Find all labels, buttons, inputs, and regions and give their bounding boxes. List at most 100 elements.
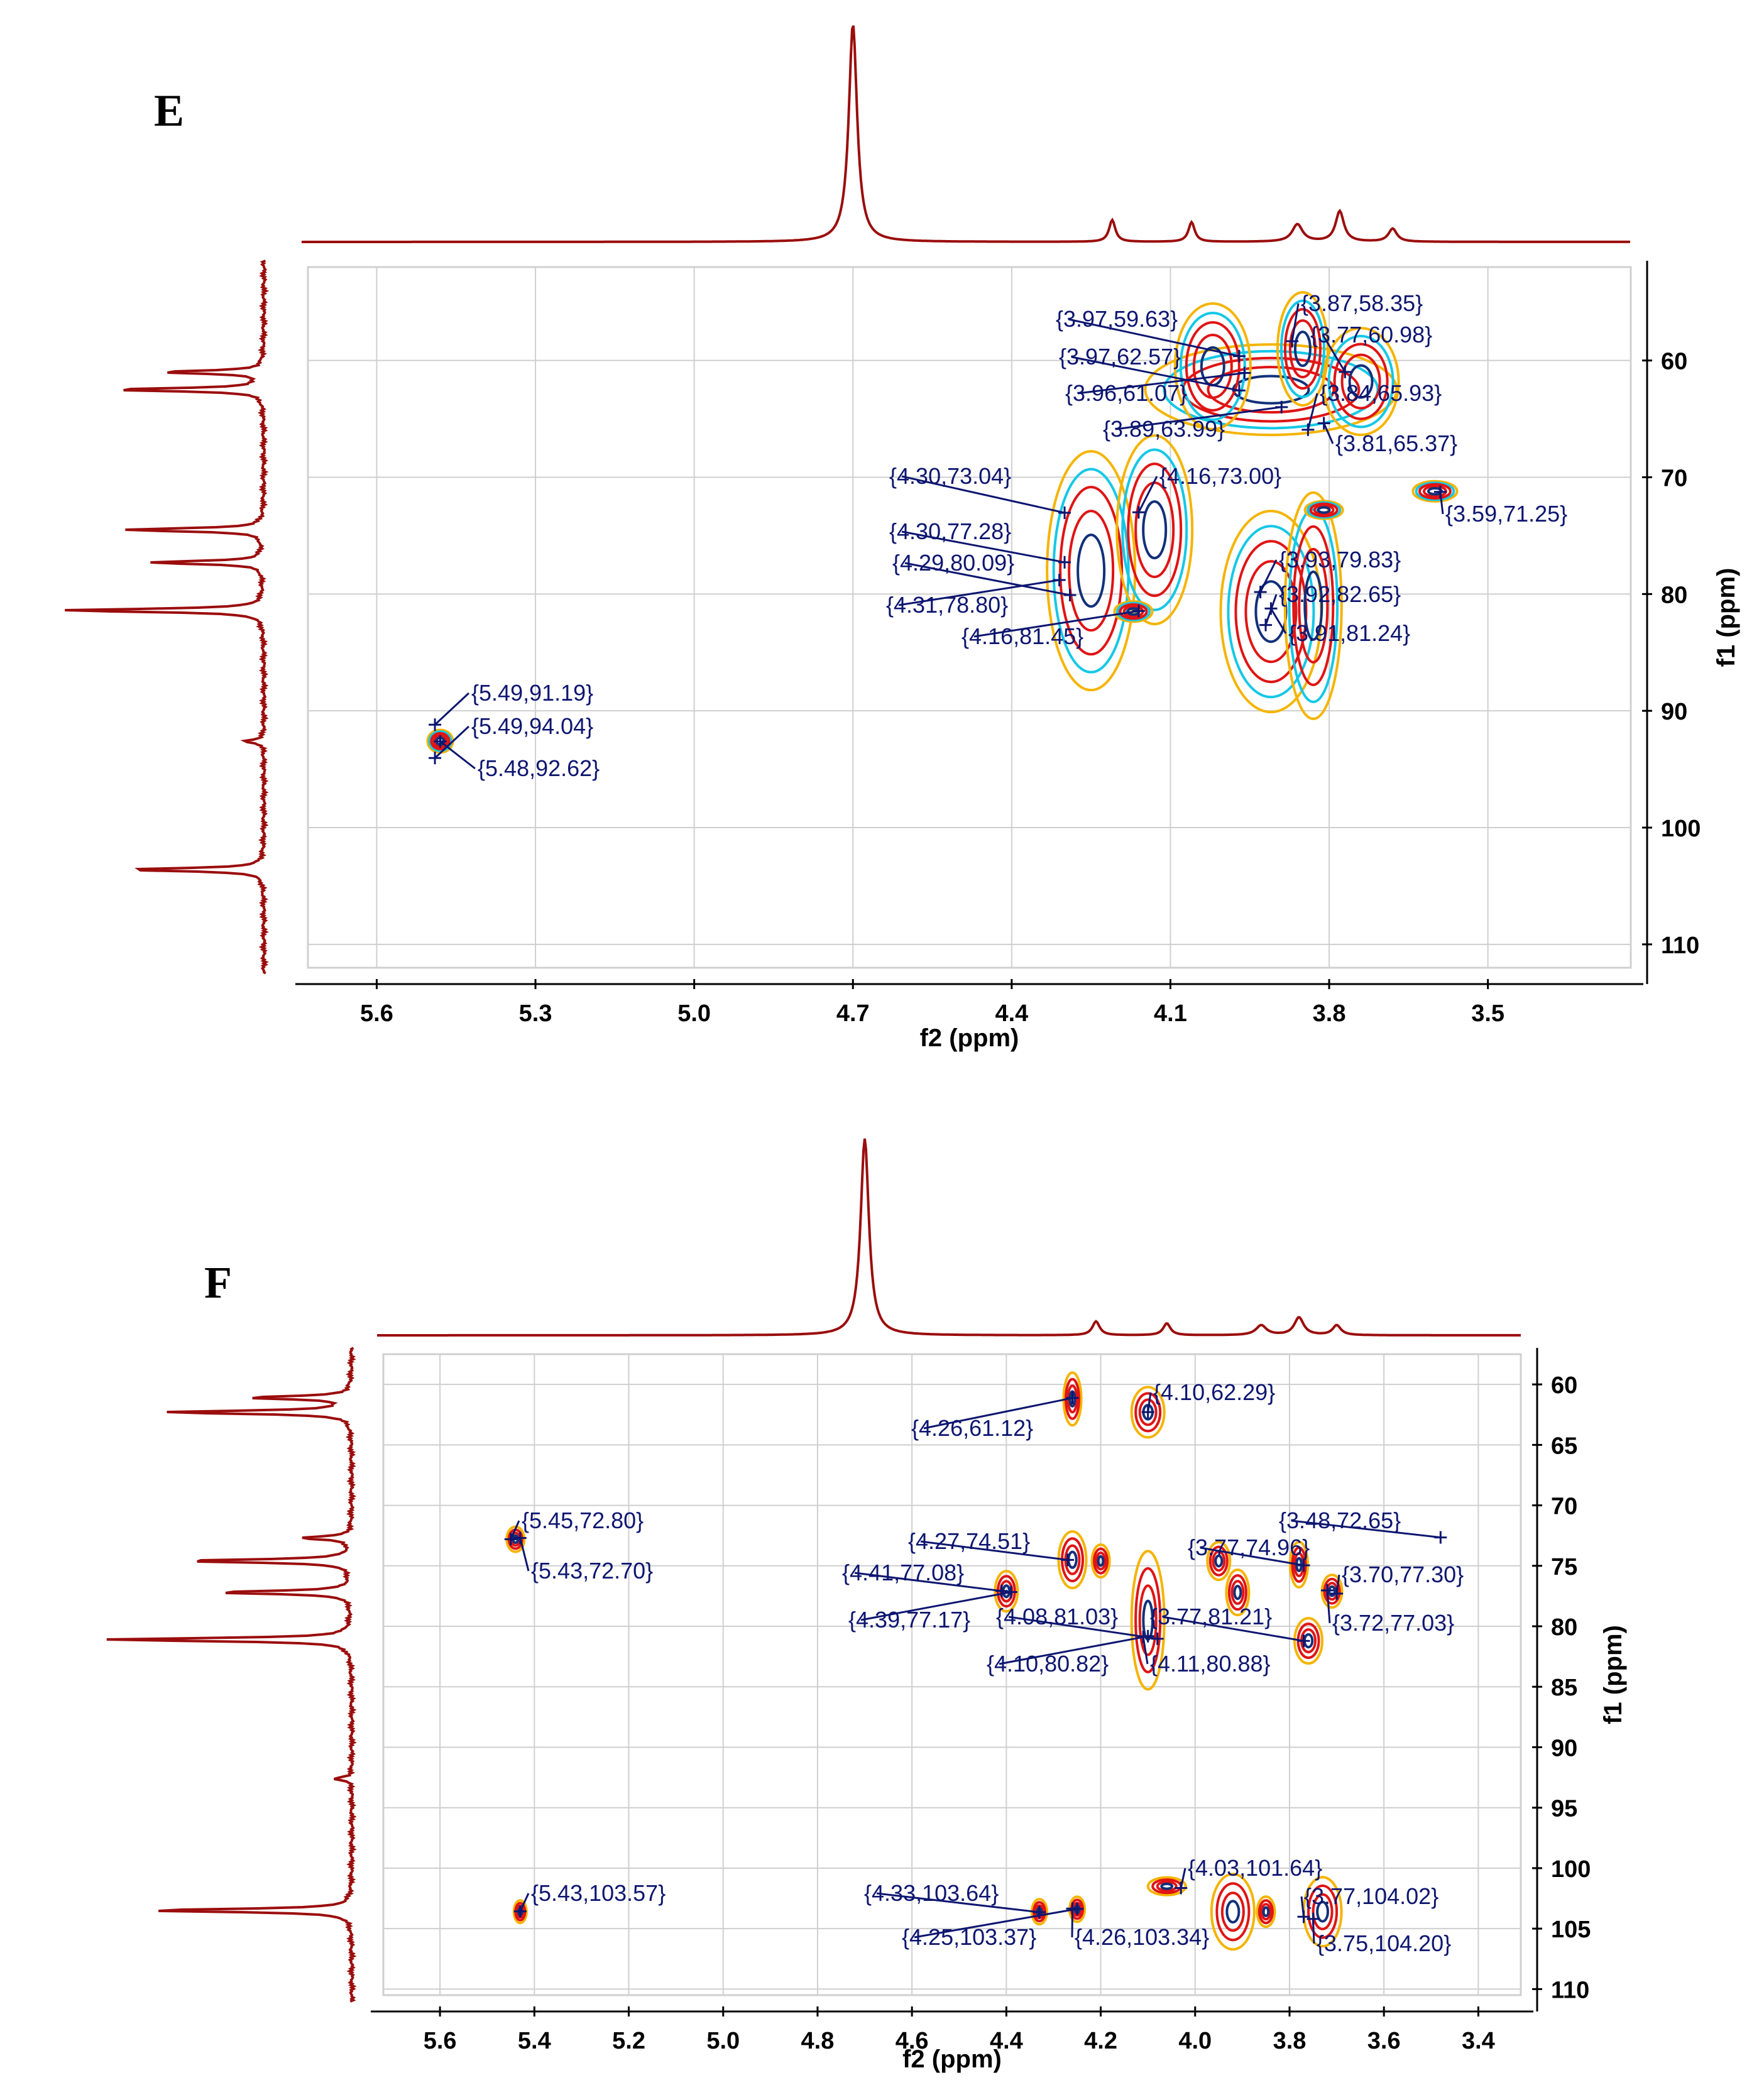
contour-ring (1179, 311, 1246, 421)
peak: {4.39,77.17} (848, 1585, 1017, 1633)
peak: {5.48,92.62} (434, 735, 600, 781)
peak: {5.49,94.04} (429, 713, 593, 765)
peak: {3.59,71.25} (1433, 485, 1567, 527)
peak-leader-line (519, 1538, 530, 1572)
peak: {4.03,101.64} (1175, 1855, 1322, 1895)
contour-ring (1160, 1882, 1174, 1890)
contour-ring (1225, 1568, 1251, 1617)
panel-f: F 5.6 5.4 5.2 5.0 4.8 4.6 4.4 4.2 4.0 3.8 3.6 3.4 60 6… (106, 1138, 1627, 2073)
x-tick-label: 3.4 (1462, 2028, 1495, 2054)
contour-ring (1340, 353, 1381, 410)
x-tick-label: 5.2 (612, 2028, 645, 2054)
contour-ring (1411, 479, 1459, 503)
peak-label: {4.30,73.04} (889, 463, 1011, 489)
peak-label: {4.16,81.45} (961, 623, 1083, 649)
contour-ring (1292, 525, 1335, 686)
contour-ring (1283, 308, 1322, 390)
peak-label: {3.97,59.63} (1056, 306, 1178, 332)
peak-leader-line (898, 579, 1060, 606)
peak-leader-line (1008, 1616, 1158, 1640)
contour-ring (1090, 1543, 1111, 1579)
peak-label: {4.26,61.12} (911, 1415, 1033, 1441)
peak-leader-line (1326, 1590, 1331, 1624)
peak-leader-line (1323, 422, 1334, 444)
peak: {4.33,103.64} (864, 1880, 1046, 1918)
peak: {3.77,104.02} (1297, 1883, 1438, 1924)
peak: {4.25,103.37} (902, 1902, 1084, 1950)
peak-label: {3.72,77.03} (1332, 1610, 1454, 1636)
contour-ring (1095, 1551, 1107, 1571)
peak-leader-line (1291, 1519, 1441, 1539)
peak-leader-line (973, 610, 1139, 638)
peak-label: {3.70,77.30} (1342, 1562, 1464, 1587)
peak-leader-line (1142, 1636, 1149, 1665)
contour-ring (1127, 462, 1183, 598)
y-tick-label: 90 (1661, 699, 1687, 725)
peak-label: {4.33,103.64} (864, 1880, 999, 1906)
contour-ring (1279, 299, 1325, 398)
contour-ring (1207, 366, 1335, 414)
contour-ring (1215, 1882, 1251, 1942)
x-tick-label: 5.6 (360, 1000, 393, 1027)
y-tick-label: 70 (1551, 1494, 1577, 1520)
y-tick-label: 60 (1551, 1372, 1577, 1399)
contour-ring (1134, 1567, 1162, 1673)
peak: {3.92,82.65} (1259, 581, 1401, 632)
contour-ring (1298, 547, 1329, 664)
contour-ring (430, 731, 451, 751)
peak-label: {3.97,62.57} (1059, 344, 1181, 369)
peak-leader-line (510, 1520, 520, 1540)
x-tick-label: 3.8 (1313, 1000, 1346, 1027)
plot-frame (382, 1353, 1522, 1996)
peak: {3.93,79.83} (1254, 547, 1401, 599)
contour-ring (1303, 570, 1323, 641)
y-tick-label: 70 (1661, 466, 1687, 492)
contour-ring (1192, 333, 1233, 399)
contour-ring (1288, 319, 1317, 379)
peak-leader-line (904, 562, 1070, 596)
contour-ring (1138, 1584, 1158, 1656)
peak-leader-line (1071, 1908, 1074, 1938)
contour-ring (1138, 1398, 1158, 1426)
plot-frame (307, 266, 1632, 969)
peak: {5.49,91.19} (429, 680, 593, 731)
y-tick-label: 80 (1551, 1614, 1577, 1641)
peak-leader-line (1137, 476, 1158, 513)
peak-label: {3.77,81.21} (1150, 1604, 1272, 1629)
panel-letter: F (204, 1257, 232, 1308)
x-tick-label: 5.4 (518, 2028, 551, 2054)
peak-leader-line (1335, 1574, 1340, 1594)
x-tick-label: 5.0 (677, 1000, 711, 1027)
peak-label: {3.77,60.98} (1310, 322, 1432, 348)
peak-leader-line (1162, 1616, 1304, 1642)
y-axis-title: f1 (ppm) (1712, 568, 1740, 667)
x-tick-label: 3.6 (1367, 2028, 1401, 2054)
peak-label: {4.29,80.09} (892, 550, 1014, 576)
y-tick-label: 85 (1551, 1675, 1577, 1701)
contour-ring (1119, 603, 1148, 620)
contour-ring (1173, 302, 1252, 430)
contour-ring (1097, 1555, 1105, 1567)
contour-ring (1142, 500, 1168, 560)
contour-ring (1309, 502, 1339, 518)
peak-leader-line (920, 1540, 1068, 1561)
peak-label: {3.92,82.65} (1279, 581, 1401, 607)
contour-ring (1093, 1547, 1109, 1575)
side-projection-spectrum (65, 260, 270, 975)
peak-label: {4.08,81.03} (996, 1604, 1118, 1629)
contour-clusters (426, 291, 1459, 754)
peak-leader-line (1068, 318, 1240, 358)
peak-leader-line (1180, 1868, 1186, 1888)
peak-label: {4.27,74.51} (908, 1528, 1030, 1554)
peak: {4.31,78.80} (886, 574, 1066, 618)
contour-ring (1257, 1899, 1274, 1925)
peak-label: {4.31,78.80} (886, 592, 1008, 618)
y-axis-title: f1 (ppm) (1599, 1625, 1627, 1724)
peak: {4.29,80.09} (892, 550, 1076, 602)
x-tick-label: 4.2 (1084, 2028, 1117, 2054)
contour-ring (1262, 1906, 1270, 1917)
contour-ring (1327, 334, 1394, 429)
contour-ring (1230, 1580, 1245, 1606)
y-tick-label: 105 (1551, 1917, 1591, 1943)
x-tick-label: 5.0 (706, 2028, 740, 2054)
